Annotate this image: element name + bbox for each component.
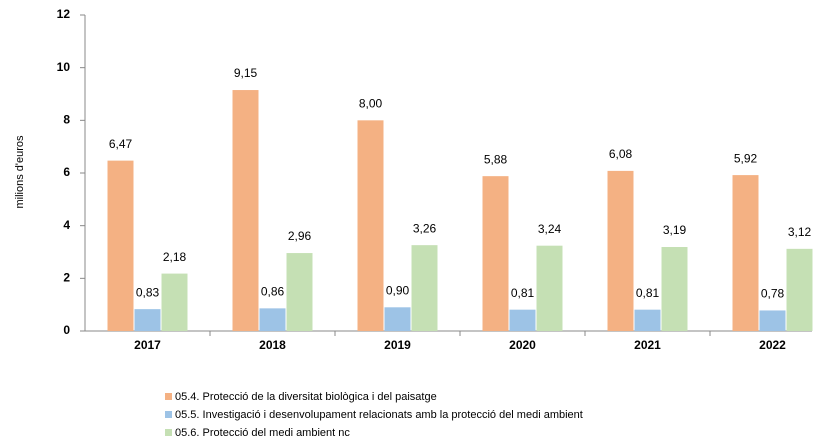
- bar: [536, 245, 563, 331]
- bar: [661, 246, 688, 331]
- legend-swatch: [165, 411, 172, 418]
- x-tick-label: 2018: [259, 338, 286, 352]
- y-tick-label: 12: [57, 7, 71, 21]
- x-tick-label: 2017: [134, 338, 161, 352]
- bar: [509, 309, 536, 331]
- value-label: 5,88: [484, 152, 508, 166]
- value-label: 0,81: [636, 286, 660, 300]
- value-label: 9,15: [234, 66, 258, 80]
- bar: [411, 245, 438, 331]
- value-label: 0,81: [511, 286, 535, 300]
- bar: [161, 273, 188, 331]
- x-tick-label: 2019: [384, 338, 411, 352]
- bar: [634, 309, 661, 331]
- bar: [357, 120, 384, 331]
- y-tick-label: 0: [63, 323, 70, 337]
- bar: [607, 170, 634, 331]
- legend-label: 05.6. Protecció del medi ambient nc: [175, 427, 350, 439]
- x-tick-label: 2022: [759, 338, 786, 352]
- bar: [759, 310, 786, 331]
- bar: [384, 307, 411, 331]
- value-label: 0,78: [761, 287, 785, 301]
- value-label: 3,19: [663, 223, 687, 237]
- bar: [134, 309, 161, 331]
- bar: [286, 253, 313, 331]
- bar: [482, 176, 509, 331]
- legend-label: 05.4. Protecció de la diversitat biològi…: [175, 391, 437, 403]
- value-label: 6,08: [609, 147, 633, 161]
- legend-swatch: [165, 393, 172, 400]
- bar: [732, 175, 759, 331]
- y-tick-label: 4: [63, 218, 70, 232]
- value-label: 8,00: [359, 97, 383, 111]
- bar: [107, 160, 134, 331]
- x-tick-label: 2021: [634, 338, 661, 352]
- value-label: 2,18: [163, 250, 187, 264]
- value-label: 3,24: [538, 222, 562, 236]
- value-label: 6,47: [109, 137, 133, 151]
- value-label: 3,26: [413, 221, 437, 235]
- y-tick-label: 10: [57, 60, 71, 74]
- y-tick-label: 6: [63, 165, 70, 179]
- bar: [259, 308, 286, 331]
- value-label: 0,86: [261, 285, 285, 299]
- y-tick-label: 8: [63, 113, 70, 127]
- value-label: 0,83: [136, 285, 160, 299]
- value-label: 3,12: [788, 225, 812, 239]
- value-label: 0,90: [386, 283, 410, 297]
- bar: [786, 248, 813, 331]
- y-tick-label: 2: [63, 271, 70, 285]
- value-label: 5,92: [734, 151, 758, 165]
- legend-label: 05.5. Investigació i desenvolupament rel…: [175, 409, 583, 421]
- bar: [232, 90, 259, 331]
- x-tick-label: 2020: [509, 338, 536, 352]
- y-axis-label: milions d'euros: [14, 135, 26, 209]
- value-label: 2,96: [288, 229, 312, 243]
- legend-swatch: [165, 429, 172, 436]
